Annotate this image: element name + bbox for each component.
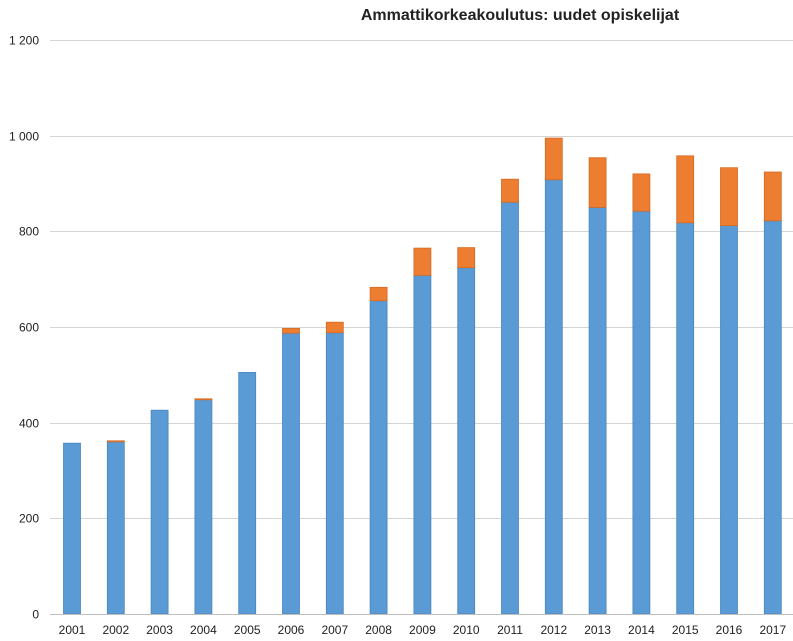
bar-2007-segment-1	[325, 332, 344, 615]
x-tick-label: 2008	[365, 623, 392, 637]
bar-2004-segment-1	[194, 399, 213, 615]
x-tick-label: 2002	[102, 623, 129, 637]
bar-2009-segment-2	[413, 247, 432, 276]
x-tick-label: 2017	[759, 623, 786, 637]
bars	[63, 137, 782, 615]
bar-2017-segment-1	[763, 220, 782, 615]
bar-2011-segment-1	[501, 201, 519, 615]
y-tick-label: 1 000	[9, 130, 39, 144]
bar-2015-segment-1	[676, 222, 695, 615]
y-tick-label: 1 200	[9, 34, 39, 48]
bar-2013-segment-2	[588, 157, 607, 208]
x-tick-label: 2003	[146, 623, 173, 637]
bar-2010-segment-2	[457, 247, 476, 269]
bar-2001-segment-1	[63, 442, 81, 615]
x-tick-label: 2006	[278, 623, 305, 637]
bar-2014-segment-2	[632, 173, 651, 212]
y-tick-label: 400	[19, 417, 39, 431]
bar-2008-segment-2	[369, 286, 388, 302]
x-tick-label: 2005	[234, 623, 261, 637]
x-tick-label: 2011	[497, 623, 523, 637]
x-tick-label: 2007	[321, 623, 348, 637]
x-tick-label: 2014	[628, 623, 655, 637]
y-tick-label: 0	[32, 608, 39, 622]
y-axis-ticks: 0 200 400 600 800 1 000 1 200	[9, 34, 39, 622]
bar-2006-segment-1	[282, 332, 300, 615]
bar-2008-segment-1	[369, 300, 388, 615]
y-tick-label: 600	[19, 321, 39, 335]
x-tick-label: 2015	[672, 623, 699, 637]
bar-2007-segment-2	[325, 321, 344, 334]
bar-2017-segment-2	[763, 171, 782, 222]
bar-2003-segment-1	[150, 409, 169, 615]
y-tick-label: 200	[19, 512, 39, 526]
bar-2004-segment-2	[194, 398, 213, 401]
x-tick-label: 2010	[453, 623, 480, 637]
bar-2012-segment-1	[544, 179, 563, 615]
x-tick-label: 2004	[190, 623, 217, 637]
chart-title: Ammattikorkeakoulutus: uudet opiskelijat	[361, 7, 680, 24]
bar-2005-segment-1	[238, 371, 257, 615]
x-tick-label: 2016	[716, 623, 743, 637]
y-tick-label: 800	[19, 225, 39, 239]
bar-2002-segment-1	[106, 441, 125, 615]
x-tick-label: 2012	[540, 623, 567, 637]
bar-2014-segment-1	[632, 210, 651, 615]
x-tick-label: 2009	[409, 623, 436, 637]
bar-2009-segment-1	[413, 274, 432, 615]
bar-2010-segment-1	[457, 267, 476, 615]
x-axis-ticks: 2001 2002 2003 2004 2005 2006 2007 2008 2009 2010…	[59, 623, 787, 637]
bar-2016-segment-2	[720, 167, 738, 226]
bar-2011-segment-2	[501, 178, 519, 203]
bar-2016-segment-1	[720, 225, 738, 615]
bar-2002-segment-2	[106, 440, 125, 443]
bar-2013-segment-1	[588, 206, 607, 615]
x-tick-label: 2013	[584, 623, 611, 637]
bar-2015-segment-2	[676, 155, 695, 224]
x-tick-label: 2001	[59, 623, 86, 637]
bar-2012-segment-2	[544, 137, 563, 181]
bar-2006-segment-2	[282, 327, 300, 334]
